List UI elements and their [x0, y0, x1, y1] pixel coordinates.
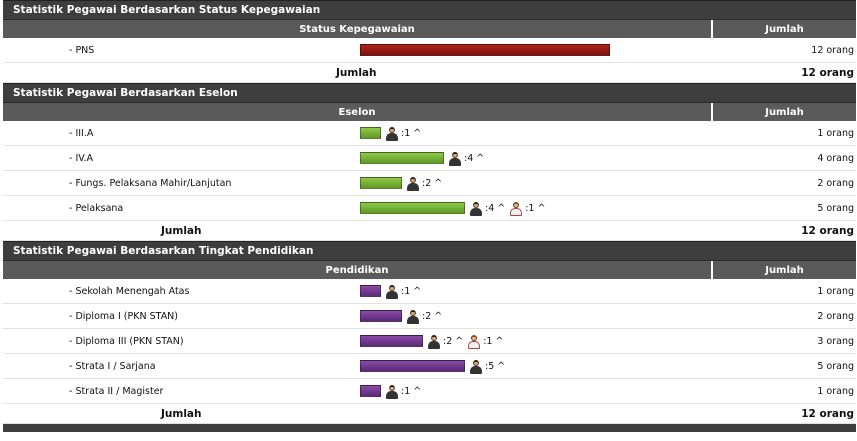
section-title: Statistik Pegawai Berdasarkan Tingkat Pe… [3, 241, 856, 260]
male-count: :2 ^ [443, 335, 464, 347]
row-bar [360, 285, 381, 297]
total-value: 12 orang [801, 225, 854, 237]
table-row: - III.A :1 ^ 1 orang [3, 121, 856, 146]
table-row: - PNS 12 orang [3, 38, 856, 63]
row-bar-group: :5 ^ [360, 358, 505, 374]
row-value: 1 orang [817, 128, 854, 139]
male-icon [469, 201, 483, 216]
row-bar-group: :4 ^ [360, 150, 484, 166]
table-row: - Diploma I (PKN STAN) :2 ^ 2 orang [3, 304, 856, 329]
table-row: - Pelaksana :4 ^ :1 ^ 5 orang [3, 196, 856, 221]
total-label: Jumlah [336, 67, 377, 79]
male-icon [448, 151, 462, 166]
row-value: 2 orang [817, 311, 854, 322]
row-value: 1 orang [817, 386, 854, 397]
row-bar [360, 360, 465, 372]
table-row: - Strata II / Magister :1 ^ 1 orang [3, 379, 856, 404]
row-bar-group: :1 ^ [360, 125, 421, 141]
row-bar-group: :2 ^ [360, 308, 442, 324]
male-count: :2 ^ [422, 310, 443, 322]
row-label: - Diploma I (PKN STAN) [69, 311, 178, 322]
row-value: 5 orang [817, 361, 854, 372]
row-bar [360, 202, 465, 214]
total-row: Jumlah 12 orang [3, 404, 856, 424]
total-row: Jumlah 12 orang [3, 63, 856, 83]
male-count: :1 ^ [401, 285, 422, 297]
male-icon [406, 309, 420, 324]
row-bar [360, 310, 402, 322]
male-count: :1 ^ [401, 127, 422, 139]
section-status-kepegawaian: Statistik Pegawai Berdasarkan Status Kep… [3, 0, 856, 83]
male-icon [385, 384, 399, 399]
column-header-jumlah: Jumlah [713, 103, 856, 121]
row-bar [360, 335, 423, 347]
table-row: - Sekolah Menengah Atas :1 ^ 1 orang [3, 279, 856, 304]
row-value: 1 orang [817, 286, 854, 297]
table-row: - IV.A :4 ^ 4 orang [3, 146, 856, 171]
male-count: :4 ^ [485, 202, 506, 214]
total-value: 12 orang [801, 408, 854, 420]
female-count: :1 ^ [525, 202, 546, 214]
male-count: :4 ^ [464, 152, 485, 164]
male-icon [406, 176, 420, 191]
row-label: - PNS [69, 45, 95, 56]
male-icon [385, 284, 399, 299]
row-bar [360, 177, 402, 189]
row-bar [360, 385, 381, 397]
total-value: 12 orang [801, 67, 854, 79]
total-label: Jumlah [161, 225, 202, 237]
male-count: :1 ^ [401, 385, 422, 397]
row-label: - Strata II / Magister [69, 386, 164, 397]
table-row: - Fungs. Pelaksana Mahir/Lanjutan :2 ^ 2… [3, 171, 856, 196]
column-header-category: Status Kepegawaian [3, 20, 713, 38]
row-bar-group: :1 ^ [360, 283, 421, 299]
column-header: Pendidikan Jumlah [3, 260, 856, 279]
female-count: :1 ^ [483, 335, 504, 347]
row-label: - IV.A [69, 153, 94, 164]
bottom-strip [3, 424, 856, 432]
row-value: 4 orang [817, 153, 854, 164]
row-bar-group: :2 ^ [360, 175, 442, 191]
female-icon [467, 334, 481, 349]
row-label: - Sekolah Menengah Atas [69, 286, 190, 297]
row-value: 2 orang [817, 178, 854, 189]
total-row: Jumlah 12 orang [3, 221, 856, 241]
section-pendidikan: Statistik Pegawai Berdasarkan Tingkat Pe… [3, 241, 856, 424]
table-row: - Strata I / Sarjana :5 ^ 5 orang [3, 354, 856, 379]
male-icon [385, 126, 399, 141]
statistics-panel: Statistik Pegawai Berdasarkan Status Kep… [3, 0, 856, 432]
row-label: - Fungs. Pelaksana Mahir/Lanjutan [69, 178, 232, 189]
column-header: Status Kepegawaian Jumlah [3, 19, 856, 38]
section-eselon: Statistik Pegawai Berdasarkan Eselon Ese… [3, 83, 856, 241]
column-header: Eselon Jumlah [3, 102, 856, 121]
row-bar-group: :2 ^ :1 ^ [360, 333, 503, 349]
row-value: 12 orang [811, 45, 854, 56]
row-value: 5 orang [817, 203, 854, 214]
male-count: :2 ^ [422, 177, 443, 189]
table-row: - Diploma III (PKN STAN) :2 ^ :1 ^ 3 ora… [3, 329, 856, 354]
row-bar-group [360, 42, 610, 58]
column-header-category: Eselon [3, 103, 713, 121]
row-value: 3 orang [817, 336, 854, 347]
row-bar [360, 152, 444, 164]
column-header-jumlah: Jumlah [713, 20, 856, 38]
female-icon [509, 201, 523, 216]
section-title: Statistik Pegawai Berdasarkan Status Kep… [3, 0, 856, 19]
male-icon [469, 359, 483, 374]
row-label: - Strata I / Sarjana [69, 361, 156, 372]
row-label: - III.A [69, 128, 94, 139]
section-title: Statistik Pegawai Berdasarkan Eselon [3, 83, 856, 102]
row-label: - Diploma III (PKN STAN) [69, 336, 184, 347]
row-bar-group: :4 ^ :1 ^ [360, 200, 545, 216]
row-bar [360, 44, 610, 56]
row-bar-group: :1 ^ [360, 383, 421, 399]
total-label: Jumlah [161, 408, 202, 420]
male-count: :5 ^ [485, 360, 506, 372]
male-icon [427, 334, 441, 349]
row-bar [360, 127, 381, 139]
column-header-jumlah: Jumlah [713, 261, 856, 279]
row-label: - Pelaksana [69, 203, 124, 214]
column-header-category: Pendidikan [3, 261, 713, 279]
